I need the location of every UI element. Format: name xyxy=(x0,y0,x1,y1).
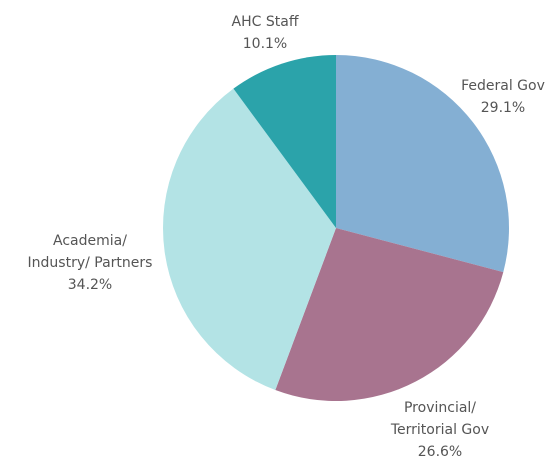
slice-label: Industry/ Partners xyxy=(28,255,153,271)
slice-label: AHC Staff xyxy=(232,14,299,30)
pie-slice xyxy=(336,55,509,273)
slice-label: Provincial/ xyxy=(404,400,476,416)
pie-slice xyxy=(162,88,336,391)
slice-value-label: 10.1% xyxy=(243,36,287,52)
slice-label: Federal Gov xyxy=(461,78,545,94)
slice-label: Academia/ xyxy=(53,233,127,249)
slice-value-label: 26.6% xyxy=(418,444,462,459)
slice-value-label: 29.1% xyxy=(481,100,525,116)
slice-value-label: 34.2% xyxy=(68,277,112,293)
pie-slice xyxy=(275,228,504,402)
slice-label: Territorial Gov xyxy=(390,422,489,438)
pie-slice xyxy=(233,55,336,228)
